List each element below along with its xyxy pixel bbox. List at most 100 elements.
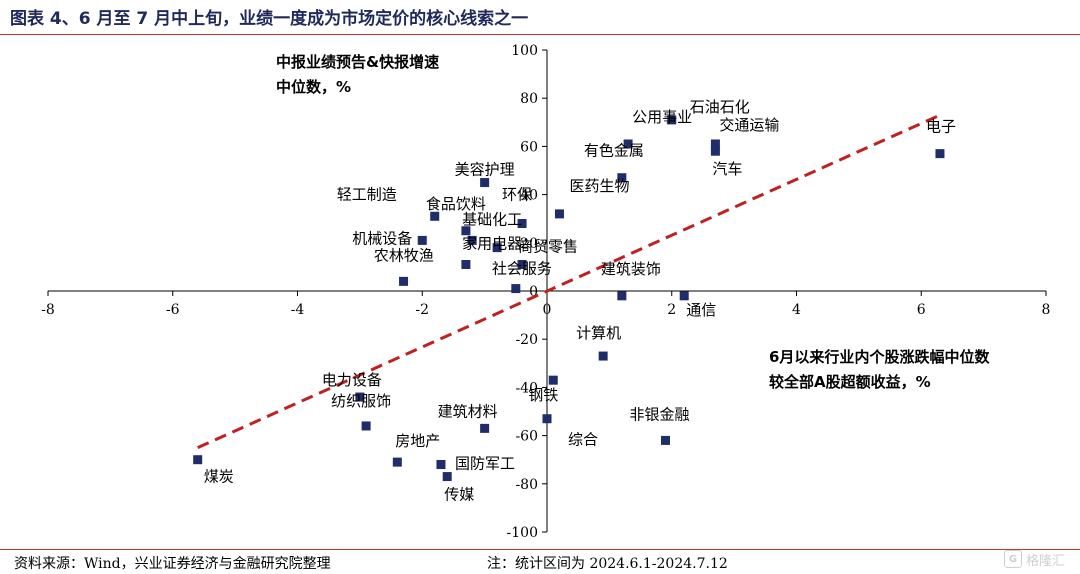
x-tick-label: 4 <box>792 302 801 318</box>
point-marker <box>935 149 945 159</box>
point-label: 纺织服饰 <box>331 392 391 410</box>
x-tick-label: 2 <box>667 302 676 318</box>
point-label: 房地产 <box>395 432 440 450</box>
y-tick-label: 60 <box>520 139 538 155</box>
point-label: 交通运输 <box>719 116 779 134</box>
y-tick-label: 0 <box>529 284 538 300</box>
point-label: 电子 <box>926 118 956 136</box>
point-label: 环保 <box>502 186 532 204</box>
point-marker <box>554 209 564 219</box>
point-marker <box>417 235 427 245</box>
point-label: 机械设备 <box>352 229 412 247</box>
point-label: 综合 <box>568 431 598 449</box>
y-tick-label: -40 <box>515 380 538 396</box>
point-marker <box>193 455 203 465</box>
period-note: 注：统计区间为 2024.6.1-2024.7.12 <box>487 556 728 572</box>
point-marker <box>361 421 371 431</box>
y-tick-label: 80 <box>520 91 538 107</box>
y-tick-label: -80 <box>515 477 538 493</box>
x-tick-label: 6 <box>917 302 926 318</box>
point-label: 非银金融 <box>630 405 690 423</box>
x-axis-title-line-2: 较全部A股超额收益，% <box>769 373 931 391</box>
point-label: 基础化工 <box>462 210 522 228</box>
x-axis: -8 -6 -4 -2 0 2 4 6 8 <box>41 290 1050 318</box>
point-label: 医药生物 <box>569 177 629 195</box>
y-tick-label: -20 <box>515 332 538 348</box>
y-axis: 100 80 60 40 20 0 -20 -40 -60 -80 -100 <box>507 43 548 541</box>
figure-title: 图表 4、6 月至 7 月中上旬，业绩一度成为市场定价的核心线索之一 <box>10 9 529 29</box>
point-marker <box>392 457 402 467</box>
data-points <box>193 115 945 482</box>
point-marker <box>436 460 446 470</box>
point-label: 家用电器 <box>462 235 522 253</box>
point-label: 轻工制造 <box>337 185 397 203</box>
y-tick-label: 40 <box>520 188 538 204</box>
point-marker <box>399 276 409 286</box>
point-label: 建筑装饰 <box>601 260 661 278</box>
point-marker <box>661 435 671 445</box>
point-marker <box>480 423 490 433</box>
point-label: 汽车 <box>712 160 742 178</box>
point-label: 钢铁 <box>528 386 558 404</box>
point-label: 计算机 <box>576 324 621 342</box>
y-tick-label: -100 <box>507 525 538 541</box>
y-tick-label: 20 <box>520 236 538 252</box>
title-rule <box>0 34 1080 35</box>
x-tick-group: -8 -6 -4 -2 0 2 4 6 8 <box>41 291 1050 318</box>
watermark: G 格隆汇 <box>1004 548 1076 570</box>
source-note: 资料来源：Wind，兴业证券经济与金融研究院整理 <box>14 556 331 572</box>
point-label: 通信 <box>686 301 716 319</box>
point-marker <box>467 235 477 245</box>
point-marker <box>617 173 627 183</box>
point-label: 食品饮料 <box>426 195 486 213</box>
y-tick-group: 100 80 60 40 20 0 -20 -40 -60 -80 -100 <box>507 43 547 541</box>
footer-rule <box>0 549 1080 550</box>
point-marker <box>355 392 365 402</box>
y-tick-label: -60 <box>515 429 538 445</box>
y-axis-title-line-2: 中位数，% <box>276 78 351 96</box>
watermark-text: 格隆汇 <box>1026 553 1066 569</box>
y-axis-title-line-1: 中报业绩预告&快报增速 <box>276 53 439 71</box>
point-marker <box>548 375 558 385</box>
point-label: 建筑材料 <box>438 402 498 420</box>
point-label: 美容护理 <box>455 161 515 179</box>
point-label: 煤炭 <box>204 468 234 486</box>
x-tick-label: -2 <box>415 302 429 318</box>
point-label: 传媒 <box>444 486 474 504</box>
point-marker <box>617 291 627 301</box>
point-marker <box>442 472 452 482</box>
x-axis-title-line-1: 6月以来行业内个股涨跌幅中位数 <box>769 348 990 366</box>
x-tick-label: 8 <box>1042 302 1051 318</box>
point-label: 社会服务 <box>492 260 552 278</box>
point-label: 国防军工 <box>455 455 515 473</box>
point-marker <box>430 211 440 221</box>
point-marker <box>710 146 720 156</box>
x-tick-label: 0 <box>543 302 552 318</box>
point-marker <box>492 243 502 253</box>
point-marker <box>480 178 490 188</box>
point-marker <box>679 291 689 301</box>
point-marker <box>667 115 677 125</box>
point-marker <box>542 414 552 424</box>
point-label: 电力设备 <box>322 371 382 389</box>
gelonghui-logo-icon: G <box>1004 550 1022 568</box>
point-label: 商贸零售 <box>518 237 578 255</box>
point-marker <box>623 139 633 149</box>
x-tick-label: -4 <box>291 302 305 318</box>
trendline <box>197 113 941 450</box>
point-label: 农林牧渔 <box>374 246 434 264</box>
y-tick-label: 100 <box>511 43 538 59</box>
point-marker <box>461 226 471 236</box>
point-label: 公用事业 <box>632 108 692 126</box>
point-label: 有色金属 <box>584 142 644 160</box>
x-tick-label: -6 <box>166 302 180 318</box>
point-marker <box>710 139 720 149</box>
point-marker <box>511 284 521 294</box>
point-label: 石油石化 <box>690 98 750 116</box>
x-tick-label: -8 <box>41 302 55 318</box>
point-marker <box>517 259 527 269</box>
point-marker <box>598 351 608 361</box>
point-marker <box>517 219 527 229</box>
